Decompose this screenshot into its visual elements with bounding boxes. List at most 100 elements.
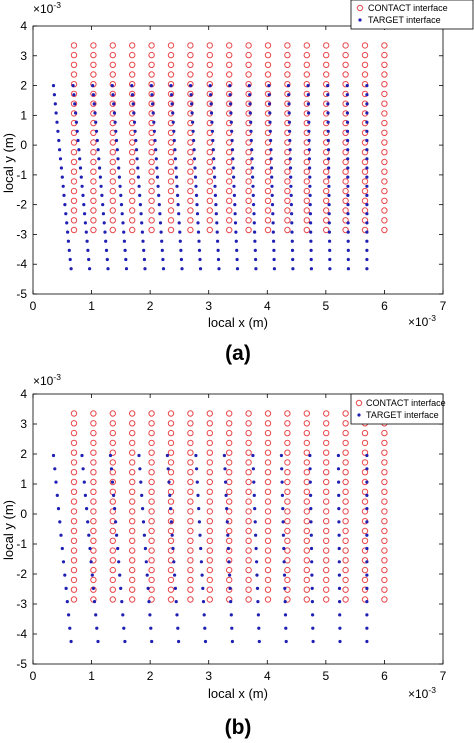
target-point: [112, 493, 116, 497]
contact-point: [323, 586, 330, 593]
target-point: [346, 221, 350, 225]
target-point: [195, 480, 199, 484]
contact-point: [129, 449, 136, 456]
contact-point: [206, 508, 214, 515]
x-exponent-label: ×10-3: [408, 685, 436, 701]
contact-point: [70, 197, 78, 205]
contact-point: [342, 149, 349, 156]
contact-point: [381, 61, 388, 69]
target-point: [269, 157, 273, 161]
target-point: [137, 453, 141, 458]
target-point: [72, 93, 76, 97]
target-point: [202, 613, 206, 617]
contact-point: [284, 469, 291, 476]
contact-point: [148, 217, 155, 224]
contact-point: [264, 42, 272, 49]
contact-point: [226, 469, 233, 476]
contact-point: [245, 207, 252, 214]
contact-point: [284, 81, 291, 88]
target-point: [67, 613, 71, 617]
target-point: [271, 212, 275, 216]
target-point: [121, 613, 125, 617]
contact-point: [129, 217, 136, 224]
contact-point: [187, 596, 194, 603]
target-point: [149, 626, 153, 630]
target-point: [337, 560, 341, 564]
contact-point: [284, 168, 291, 175]
contact-point: [226, 139, 233, 146]
target-point: [150, 639, 154, 644]
contact-point: [226, 90, 233, 98]
target-point: [69, 267, 73, 271]
target-point: [168, 493, 172, 497]
contact-point: [303, 508, 310, 515]
target-point: [108, 453, 113, 458]
target-point: [269, 166, 273, 170]
contact-point: [167, 71, 175, 78]
x-tick-label: 2: [147, 669, 154, 683]
target-point: [251, 467, 255, 471]
target-point: [235, 267, 240, 271]
contact-point: [109, 61, 117, 69]
contact-point: [245, 439, 252, 447]
contact-point: [109, 508, 117, 515]
target-point: [326, 138, 330, 143]
contact-point: [264, 90, 272, 98]
contact-point: [381, 459, 388, 466]
contact-point: [90, 149, 97, 156]
contact-point: [381, 439, 388, 447]
contact-point: [284, 488, 291, 496]
contact-point: [187, 149, 194, 156]
contact-point: [264, 566, 272, 574]
target-point: [235, 248, 239, 252]
target-point: [77, 148, 81, 152]
target-point: [224, 493, 228, 497]
target-point: [290, 212, 294, 216]
target-point: [53, 102, 57, 106]
contact-point: [303, 586, 310, 593]
contact-point: [264, 187, 272, 195]
contact-point: [342, 429, 349, 437]
contact-point: [381, 449, 388, 456]
target-point: [169, 84, 173, 88]
contact-point: [381, 119, 388, 127]
contact-point: [148, 498, 155, 505]
target-point: [248, 102, 252, 106]
x-tick-label: 7: [440, 669, 447, 683]
contact-point: [129, 469, 136, 476]
contact-point: [90, 100, 97, 107]
contact-point: [226, 168, 233, 175]
contact-point: [284, 478, 291, 486]
contact-point: [148, 547, 155, 554]
contact-point: [70, 547, 78, 554]
contact-point: [148, 197, 155, 205]
contact-point: [167, 498, 175, 505]
target-point: [138, 467, 142, 471]
contact-point: [129, 51, 136, 59]
target-point: [116, 546, 120, 551]
contact-point: [90, 576, 97, 584]
y-tick-label: 4: [20, 19, 27, 33]
target-point: [307, 111, 311, 115]
target-point: [143, 267, 147, 271]
y-tick-label: -3: [16, 227, 27, 241]
contact-point: [206, 488, 214, 496]
target-point: [228, 93, 232, 97]
contact-point: [226, 197, 233, 205]
target-point: [233, 212, 237, 216]
target-point: [308, 184, 312, 188]
target-point: [365, 84, 369, 88]
contact-point: [342, 488, 349, 496]
contact-point: [381, 81, 388, 88]
target-point: [161, 267, 166, 271]
target-point: [174, 600, 178, 604]
target-point: [365, 267, 369, 271]
contact-point: [109, 410, 117, 417]
target-point: [267, 93, 271, 97]
contact-point: [361, 576, 369, 584]
contact-point: [187, 42, 194, 49]
x-tick-label: 3: [205, 669, 212, 683]
contact-point: [264, 197, 272, 205]
target-point: [173, 148, 177, 152]
contact-point: [245, 547, 252, 554]
